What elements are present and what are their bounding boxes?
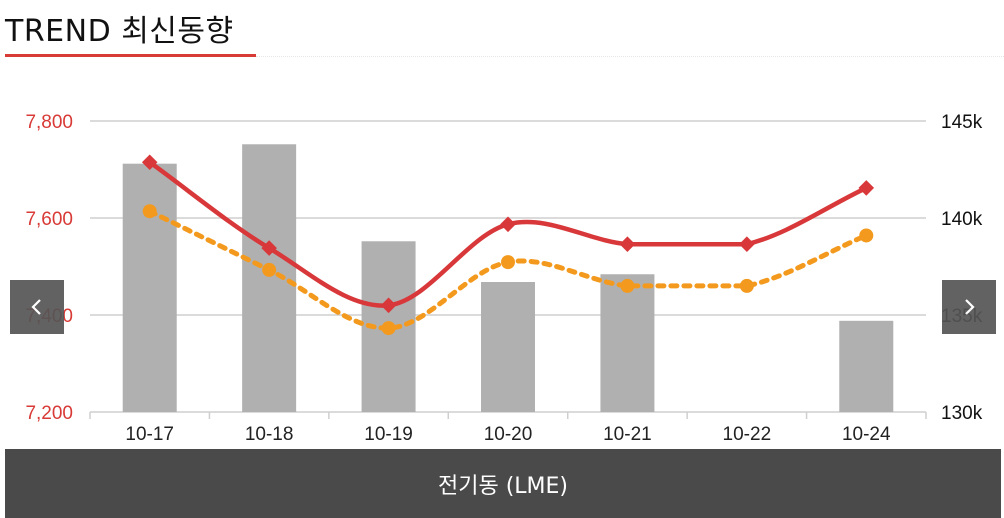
x-tick-label: 10-21 (603, 424, 652, 445)
series-point-dotted (859, 228, 874, 243)
chevron-right-icon (965, 299, 975, 315)
series-point-solid (619, 236, 636, 252)
bar (122, 163, 177, 412)
y-left-tick-label: 7,200 (25, 403, 73, 424)
trend-chart: 7,200130k7,400135k7,600140k7,800145k10-1… (25, 112, 983, 445)
y-right-tick-label: 140k (941, 209, 983, 230)
y-right-tick-label: 145k (941, 112, 983, 133)
x-tick-label: 10-24 (842, 424, 891, 445)
bar (242, 144, 297, 412)
series-point-solid (739, 236, 755, 252)
series-point-solid (500, 216, 516, 233)
chart-caption: 전기동 (LME) (437, 473, 569, 499)
title-divider (256, 56, 1004, 57)
bar (600, 274, 655, 412)
series-point-solid (141, 154, 158, 171)
chart-caption-bar: 전기동 (LME) (5, 449, 1001, 518)
series-point-dotted (142, 204, 157, 219)
series-point-dotted (620, 278, 635, 293)
x-tick-label: 10-17 (125, 424, 174, 445)
series-point-dotted (381, 321, 396, 336)
series-point-dotted (501, 255, 515, 270)
series-point-dotted (262, 262, 277, 277)
y-left-tick-label: 7,800 (25, 112, 73, 133)
chevron-left-icon (31, 299, 41, 315)
y-right-tick-label: 130k (941, 403, 983, 424)
prev-button[interactable] (10, 280, 64, 334)
series-point-dotted (739, 278, 754, 293)
x-tick-label: 10-18 (245, 424, 294, 445)
y-left-tick-label: 7,600 (25, 209, 73, 230)
next-button[interactable] (942, 280, 996, 334)
x-tick-label: 10-22 (723, 424, 772, 445)
title-underline (5, 54, 256, 57)
page-title: TREND 최신동향 (5, 14, 234, 49)
bar (839, 320, 894, 412)
page-header: TREND 최신동향 (5, 0, 1004, 58)
bar (481, 282, 535, 412)
series-point-solid (858, 180, 875, 196)
series-point-solid (261, 240, 277, 256)
x-tick-label: 10-20 (484, 424, 533, 445)
x-tick-label: 10-19 (364, 424, 413, 445)
